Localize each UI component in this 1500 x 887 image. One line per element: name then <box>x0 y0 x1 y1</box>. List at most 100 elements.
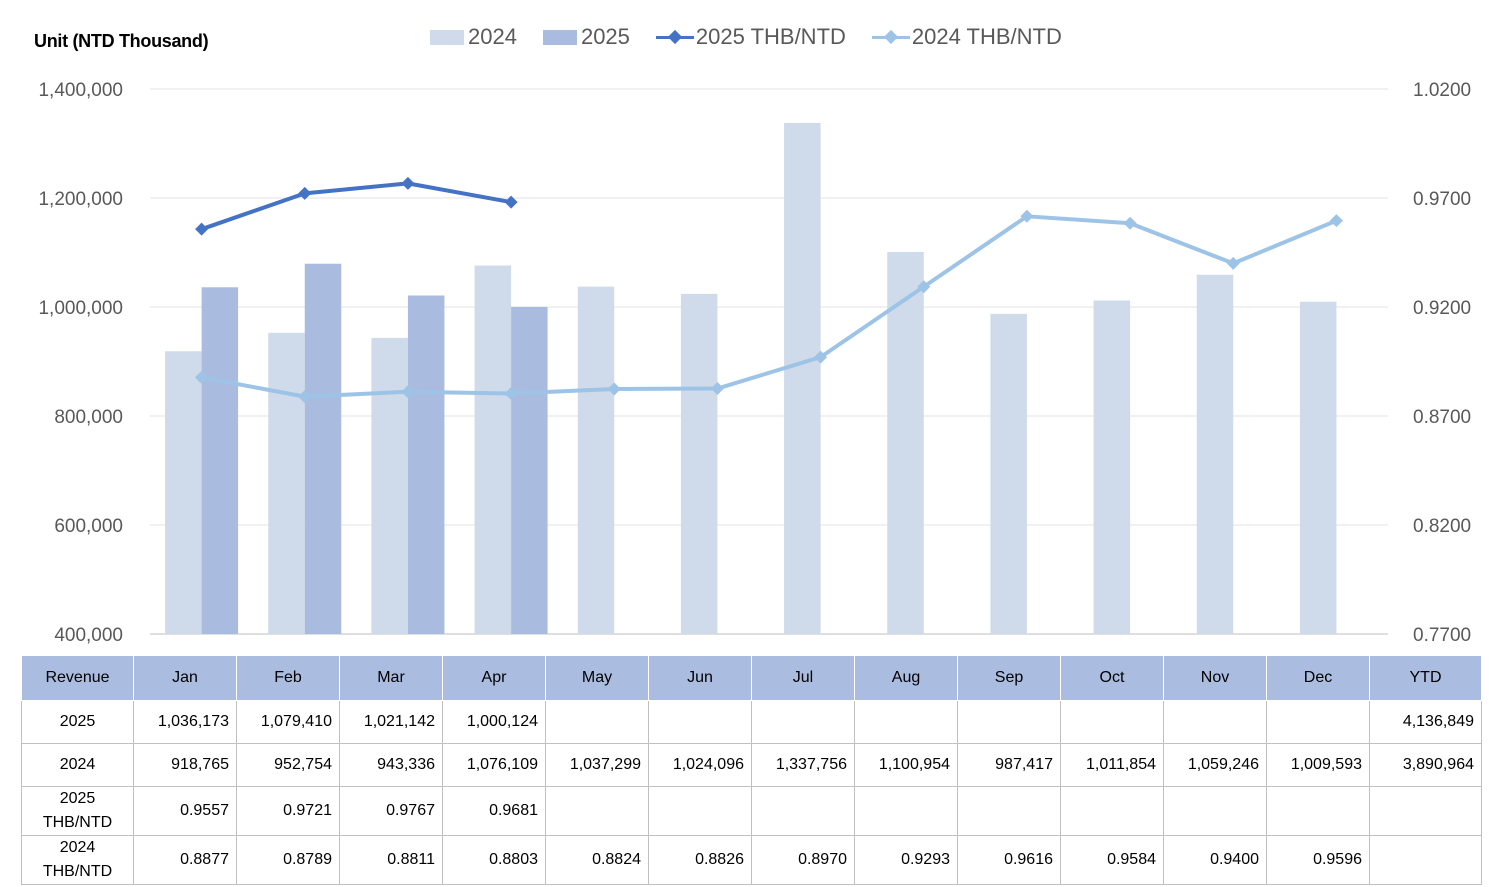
table-row: 2024 918,765 952,754 943,336 1,076,109 1,037,… <box>21 743 1482 787</box>
table-cell <box>1060 786 1164 836</box>
table-cell: 1,009,593 <box>1266 743 1370 787</box>
legend-swatch-2024 <box>430 29 464 45</box>
y-right-tick-label: 0.9200 <box>1413 298 1471 319</box>
table-row-label: 2024 <box>21 743 134 787</box>
marker-2024-thb-ntd-jan <box>195 370 209 384</box>
bar-2025-apr <box>511 306 548 634</box>
table-cell: 0.8803 <box>442 835 546 885</box>
y-left-tick-label: 400,000 <box>54 625 123 646</box>
table-row-label: 2025 THB/NTD <box>21 786 134 836</box>
y-left-tick-label: 600,000 <box>54 516 123 537</box>
table-cell: 1,079,410 <box>236 700 340 744</box>
table-cell: 3,890,964 <box>1369 743 1482 787</box>
revenue-table: Revenue Jan Feb Mar Apr May Jun Jul Aug Sep Oct Nov… <box>21 655 1482 885</box>
bar-2024-feb <box>268 332 305 634</box>
table-cell: 1,036,173 <box>133 700 237 744</box>
table-cell: 0.9681 <box>442 786 546 836</box>
table-cell <box>1163 700 1267 744</box>
bar-2024-dec <box>1299 301 1337 634</box>
marker-2024-thb-ntd-may <box>607 382 621 396</box>
bar-2024-oct <box>1093 300 1131 634</box>
table-header-cell: Oct <box>1060 655 1164 701</box>
bar-2024-sep <box>990 313 1027 634</box>
table-cell: 1,000,124 <box>442 700 546 744</box>
table-cell <box>1060 700 1164 744</box>
gridlines <box>150 88 1388 635</box>
table-header-cell: Apr <box>442 655 546 701</box>
table-cell: 0.9557 <box>133 786 237 836</box>
table-cell: 1,076,109 <box>442 743 546 787</box>
combo-chart: 400,000 600,000 800,000 1,000,000 1,200,000 1… <box>38 80 1471 646</box>
marker-2025-thb-ntd-feb <box>298 186 312 200</box>
table-cell <box>1369 786 1482 836</box>
table-cell: 987,417 <box>957 743 1061 787</box>
marker-2025-thb-ntd-apr <box>504 195 518 209</box>
bar-2024-mar <box>371 337 408 634</box>
marker-2024-thb-ntd-oct <box>1123 216 1137 230</box>
line-series <box>195 176 1343 404</box>
legend-item-2025: 2025 <box>542 24 630 50</box>
legend-label-2024: 2024 <box>468 24 517 49</box>
table-cell <box>751 786 855 836</box>
table-cell: 918,765 <box>133 743 237 787</box>
legend-swatch-2024-rate <box>871 29 910 45</box>
legend-item-2024: 2024 <box>430 24 517 50</box>
table-cell: 1,337,756 <box>751 743 855 787</box>
table-cell <box>854 700 958 744</box>
table-cell: 0.8970 <box>751 835 855 885</box>
table-cell <box>957 786 1061 836</box>
bar-2025-feb <box>304 263 342 634</box>
left-axis-ticks: 400,000 600,000 800,000 1,000,000 1,200,000 1… <box>38 80 123 646</box>
bar-series <box>165 122 1337 635</box>
table-cell: 4,136,849 <box>1369 700 1482 744</box>
table-header-cell: Jul <box>751 655 855 701</box>
legend-swatch-2025-rate <box>655 29 694 45</box>
table-cell <box>545 786 649 836</box>
table-cell <box>648 786 752 836</box>
table-header-cell: Jun <box>648 655 752 701</box>
unit-label: Unit (NTD Thousand) <box>34 31 209 51</box>
legend-label-2025: 2025 <box>580 24 630 49</box>
table-cell <box>1266 700 1370 744</box>
table-cell <box>1266 786 1370 836</box>
table-header-row: Revenue Jan Feb Mar Apr May Jun Jul Aug Sep Oct Nov… <box>21 655 1482 701</box>
marker-2025-thb-ntd-mar <box>401 176 415 190</box>
table-cell: 1,021,142 <box>339 700 443 744</box>
table-cell: 1,059,246 <box>1163 743 1267 787</box>
table-cell <box>957 700 1061 744</box>
marker-2024-thb-ntd-aug <box>917 280 931 294</box>
marker-2024-thb-ntd-dec <box>1329 214 1343 228</box>
table-row: 2025 1,036,173 1,079,410 1,021,142 1,000,124… <box>21 700 1482 744</box>
table-header-cell: Dec <box>1266 655 1370 701</box>
y-right-tick-label: 1.0200 <box>1413 80 1471 101</box>
table-cell <box>1369 835 1482 885</box>
bar-2024-jan <box>165 351 202 634</box>
table-header-cell: May <box>545 655 649 701</box>
marker-2025-thb-ntd-jan <box>195 222 209 236</box>
table-cell: 0.9584 <box>1060 835 1164 885</box>
table-cell <box>751 700 855 744</box>
table-cell: 0.9767 <box>339 786 443 836</box>
marker-2024-thb-ntd-mar <box>401 385 415 399</box>
legend-label-2024-rate: 2024 THB/NTD <box>911 24 1062 49</box>
table-cell: 943,336 <box>339 743 443 787</box>
table-cell: 0.8824 <box>545 835 649 885</box>
table-cell: 0.8811 <box>339 835 443 885</box>
line-2025-thb-ntd <box>200 181 512 232</box>
table-row-label: 2025 <box>21 700 134 744</box>
marker-2024-thb-ntd-sep <box>1020 209 1034 223</box>
marker-2024-thb-ntd-feb <box>298 390 312 404</box>
table-cell: 0.9293 <box>854 835 958 885</box>
table-cell: 0.9616 <box>957 835 1061 885</box>
y-right-tick-label: 0.9700 <box>1413 189 1471 210</box>
table-header-cell: Nov <box>1163 655 1267 701</box>
bar-2024-may <box>577 286 615 634</box>
marker-2024-thb-ntd-apr <box>504 387 518 401</box>
table-header-cell: Aug <box>854 655 958 701</box>
y-left-tick-label: 800,000 <box>54 407 123 428</box>
table-cell: 0.8877 <box>133 835 237 885</box>
table-cell: 0.8826 <box>648 835 752 885</box>
table-cell: 1,024,096 <box>648 743 752 787</box>
line-2024-thb-ntd <box>201 214 1338 399</box>
bar-2024-apr <box>474 265 512 634</box>
